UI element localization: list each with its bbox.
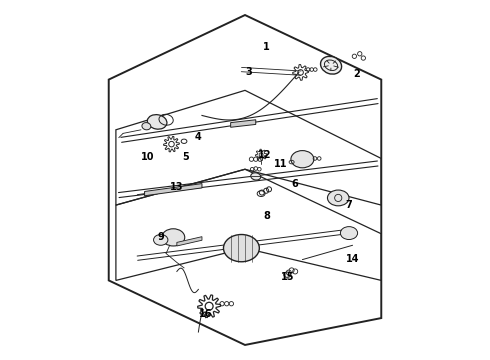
Text: 11: 11 (274, 159, 288, 169)
Text: 7: 7 (345, 200, 352, 210)
Ellipse shape (251, 173, 261, 180)
Text: 1: 1 (263, 42, 270, 52)
Polygon shape (177, 237, 202, 246)
Text: 4: 4 (195, 132, 202, 142)
Ellipse shape (291, 150, 314, 168)
Text: 6: 6 (292, 179, 298, 189)
Ellipse shape (223, 234, 259, 262)
Ellipse shape (327, 190, 349, 206)
Ellipse shape (320, 57, 342, 74)
Text: 13: 13 (170, 182, 184, 192)
Text: 16: 16 (199, 310, 212, 319)
Text: 3: 3 (245, 67, 252, 77)
Text: 9: 9 (157, 232, 164, 242)
Ellipse shape (341, 226, 358, 239)
Text: 14: 14 (346, 254, 359, 264)
Text: 15: 15 (281, 272, 295, 282)
Text: 5: 5 (182, 152, 189, 162)
Text: 12: 12 (258, 150, 271, 160)
Ellipse shape (153, 234, 168, 245)
Ellipse shape (147, 114, 167, 129)
Text: 2: 2 (353, 69, 360, 79)
Polygon shape (145, 184, 202, 196)
Text: 8: 8 (263, 211, 270, 221)
Ellipse shape (162, 229, 185, 246)
Polygon shape (231, 120, 256, 127)
Ellipse shape (142, 123, 151, 130)
Text: 10: 10 (142, 152, 155, 162)
